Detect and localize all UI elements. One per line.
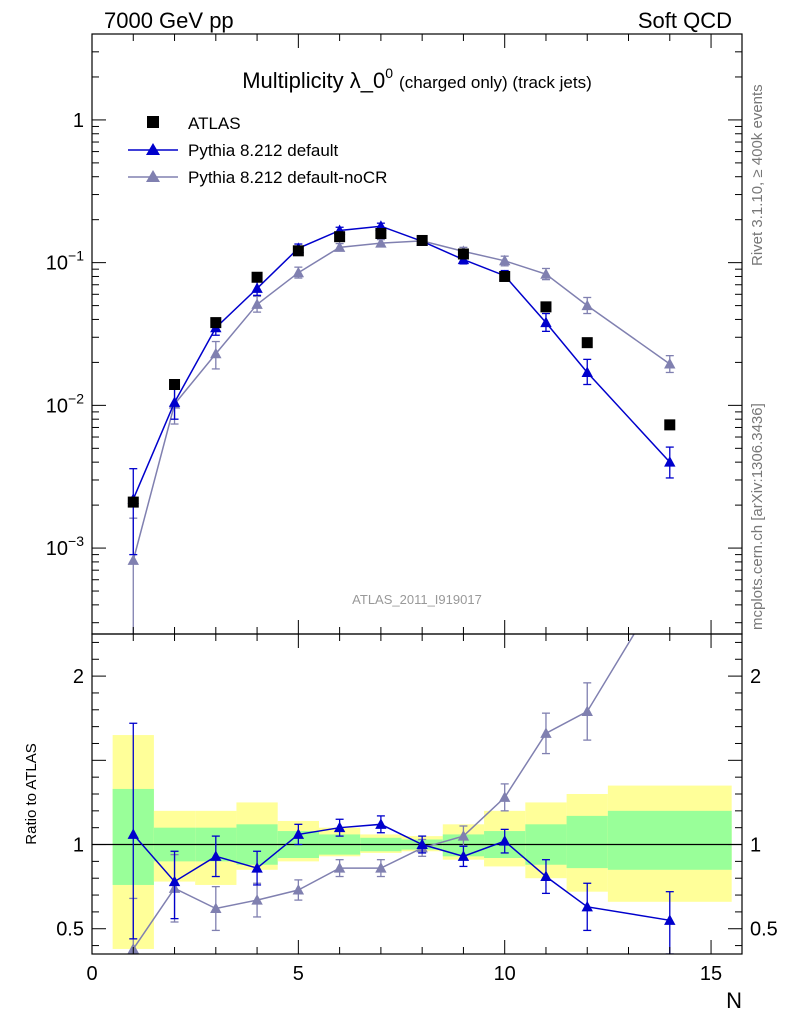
ratio-nocr-point-3 <box>251 894 263 905</box>
mcplots-label: mcplots.cern.ch [arXiv:1306.3436] <box>749 403 766 630</box>
atlas-point-7 <box>416 234 428 246</box>
band-inner-11 <box>566 815 608 869</box>
atlas-point-6 <box>375 228 387 240</box>
default-line <box>132 225 671 500</box>
legend: ATLAS Pythia 8.212 default Pythia 8.212 … <box>128 114 387 187</box>
x-axis-title: N <box>726 988 742 1013</box>
atlas-point-9 <box>499 270 511 282</box>
main-series-layer <box>127 220 676 634</box>
analysis-id: ATLAS_2011_I919017 <box>352 592 482 607</box>
x-tick-label-0: 0 <box>86 963 97 985</box>
ratio-nocr-point-12 <box>664 569 675 580</box>
nocr-point-11 <box>581 299 593 311</box>
top-ytick-label-2: 10−2 <box>46 390 84 417</box>
atlas-point-0 <box>127 496 139 508</box>
ratio-default-point-4 <box>292 828 305 839</box>
legend-atlas-label: ATLAS <box>188 114 241 133</box>
nocr-point-2 <box>210 347 222 359</box>
ratio-default-point-12 <box>664 914 676 925</box>
atlas-point-8 <box>457 248 469 260</box>
atlas-point-3 <box>251 271 263 283</box>
nocr-point-9 <box>498 254 511 266</box>
bot-ytick-label-left-2: 2 <box>73 666 84 688</box>
ratio-default-point-10 <box>540 870 552 882</box>
y-axis-title-ratio: Ratio to ATLAS <box>23 743 40 844</box>
ratio-default-point-11 <box>581 900 593 912</box>
top-ytick-label-3: 10−3 <box>46 533 84 560</box>
atlas-point-12 <box>664 419 676 431</box>
legend-nocr-marker <box>146 170 160 182</box>
chart-title-superscript: 0 <box>385 65 393 81</box>
bot-ytick-label-right-1: 1 <box>750 835 761 857</box>
atlas-point-5 <box>334 231 346 243</box>
legend-default-marker <box>146 143 160 155</box>
ratio-default-point-9 <box>498 835 511 846</box>
nocr-point-12 <box>664 357 676 369</box>
ratio-default-point-5 <box>333 821 346 833</box>
ratio-default-point-1 <box>168 875 181 887</box>
nocr-point-0 <box>127 554 139 565</box>
bot-ytick-label-left-1: 1 <box>73 835 84 857</box>
ratio-nocr-point-10 <box>540 727 552 738</box>
legend-atlas-marker <box>147 116 159 128</box>
bot-ytick-label-right-2: 2 <box>750 666 761 688</box>
bot-ytick-label-left-0.5: 0.5 <box>56 919 84 941</box>
chart-title-main: Multiplicity λ_0 <box>242 68 385 93</box>
default-point-1 <box>168 396 181 407</box>
default-point-12 <box>664 456 676 467</box>
x-tick-label-15: 15 <box>700 963 722 985</box>
atlas-point-4 <box>292 245 304 257</box>
default-point-10 <box>540 316 552 328</box>
ratio-default-point-7 <box>416 838 428 850</box>
ratio-default-point-6 <box>375 818 387 829</box>
ratio-nocr-point-5 <box>333 862 346 873</box>
energy-label: 7000 GeV pp <box>104 8 234 33</box>
atlas-point-10 <box>540 301 552 313</box>
ratio-default-point-3 <box>251 862 263 873</box>
chart-title: Multiplicity λ_00 (charged only) (track j… <box>242 65 592 93</box>
top-ytick-label-1: 10−1 <box>46 248 84 275</box>
nocr-point-10 <box>540 268 552 279</box>
nocr-point-5 <box>333 241 346 252</box>
ratio-nocr-point-11 <box>581 705 593 716</box>
legend-default-label: Pythia 8.212 default <box>188 141 339 160</box>
chart-title-suffix: (charged only) (track jets) <box>399 73 592 92</box>
ratio-nocr-point-4 <box>292 884 305 895</box>
nocr-point-6 <box>375 237 387 248</box>
nocr-point-4 <box>292 266 305 278</box>
atlas-point-11 <box>581 337 593 349</box>
atlas-point-1 <box>169 379 181 391</box>
rivet-label: Rivet 3.1.10, ≥ 400k events <box>749 84 766 266</box>
nocr-line <box>132 240 671 561</box>
ratio-nocr-point-2 <box>210 902 222 914</box>
ratio-nocr-point-9 <box>498 791 511 802</box>
ratio-default-point-8 <box>457 850 470 861</box>
ratio-default-point-2 <box>210 850 222 861</box>
axes: 0 5 10 15 1 10−1 10−2 10−3 0.5 0.5 1 1 2 2 <box>46 33 778 985</box>
ratio-series-layer <box>127 569 676 954</box>
bot-ytick-label-right-0.5: 0.5 <box>750 919 778 941</box>
ratio-nocr-line <box>132 634 635 950</box>
process-label: Soft QCD <box>638 8 732 33</box>
default-point-11 <box>581 366 593 377</box>
x-tick-label-5: 5 <box>293 963 304 985</box>
ratio-nocr-point-8 <box>457 830 470 841</box>
default-point-3 <box>251 282 263 293</box>
top-ytick-label-0: 1 <box>73 110 84 132</box>
x-tick-label-10: 10 <box>494 963 516 985</box>
ratio-nocr-point-6 <box>375 862 387 873</box>
atlas-point-2 <box>210 317 222 329</box>
nocr-point-3 <box>251 298 263 309</box>
ratio-default-point-0 <box>127 828 139 839</box>
legend-nocr-label: Pythia 8.212 default-noCR <box>188 168 387 187</box>
band-inner-12 <box>607 810 732 870</box>
